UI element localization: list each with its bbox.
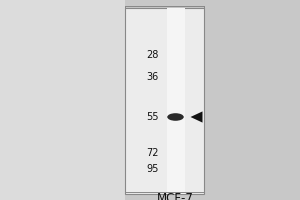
Text: 72: 72 bbox=[146, 148, 159, 158]
Text: 28: 28 bbox=[147, 50, 159, 60]
Bar bbox=[167, 8, 184, 194]
Bar bbox=[0, 0, 124, 200]
Bar bbox=[204, 0, 300, 200]
Bar bbox=[124, 8, 204, 194]
Text: 95: 95 bbox=[147, 164, 159, 174]
Polygon shape bbox=[190, 111, 202, 123]
Text: 55: 55 bbox=[146, 112, 159, 122]
Text: MCF-7: MCF-7 bbox=[157, 192, 194, 200]
Ellipse shape bbox=[167, 113, 184, 121]
Text: 36: 36 bbox=[147, 72, 159, 82]
